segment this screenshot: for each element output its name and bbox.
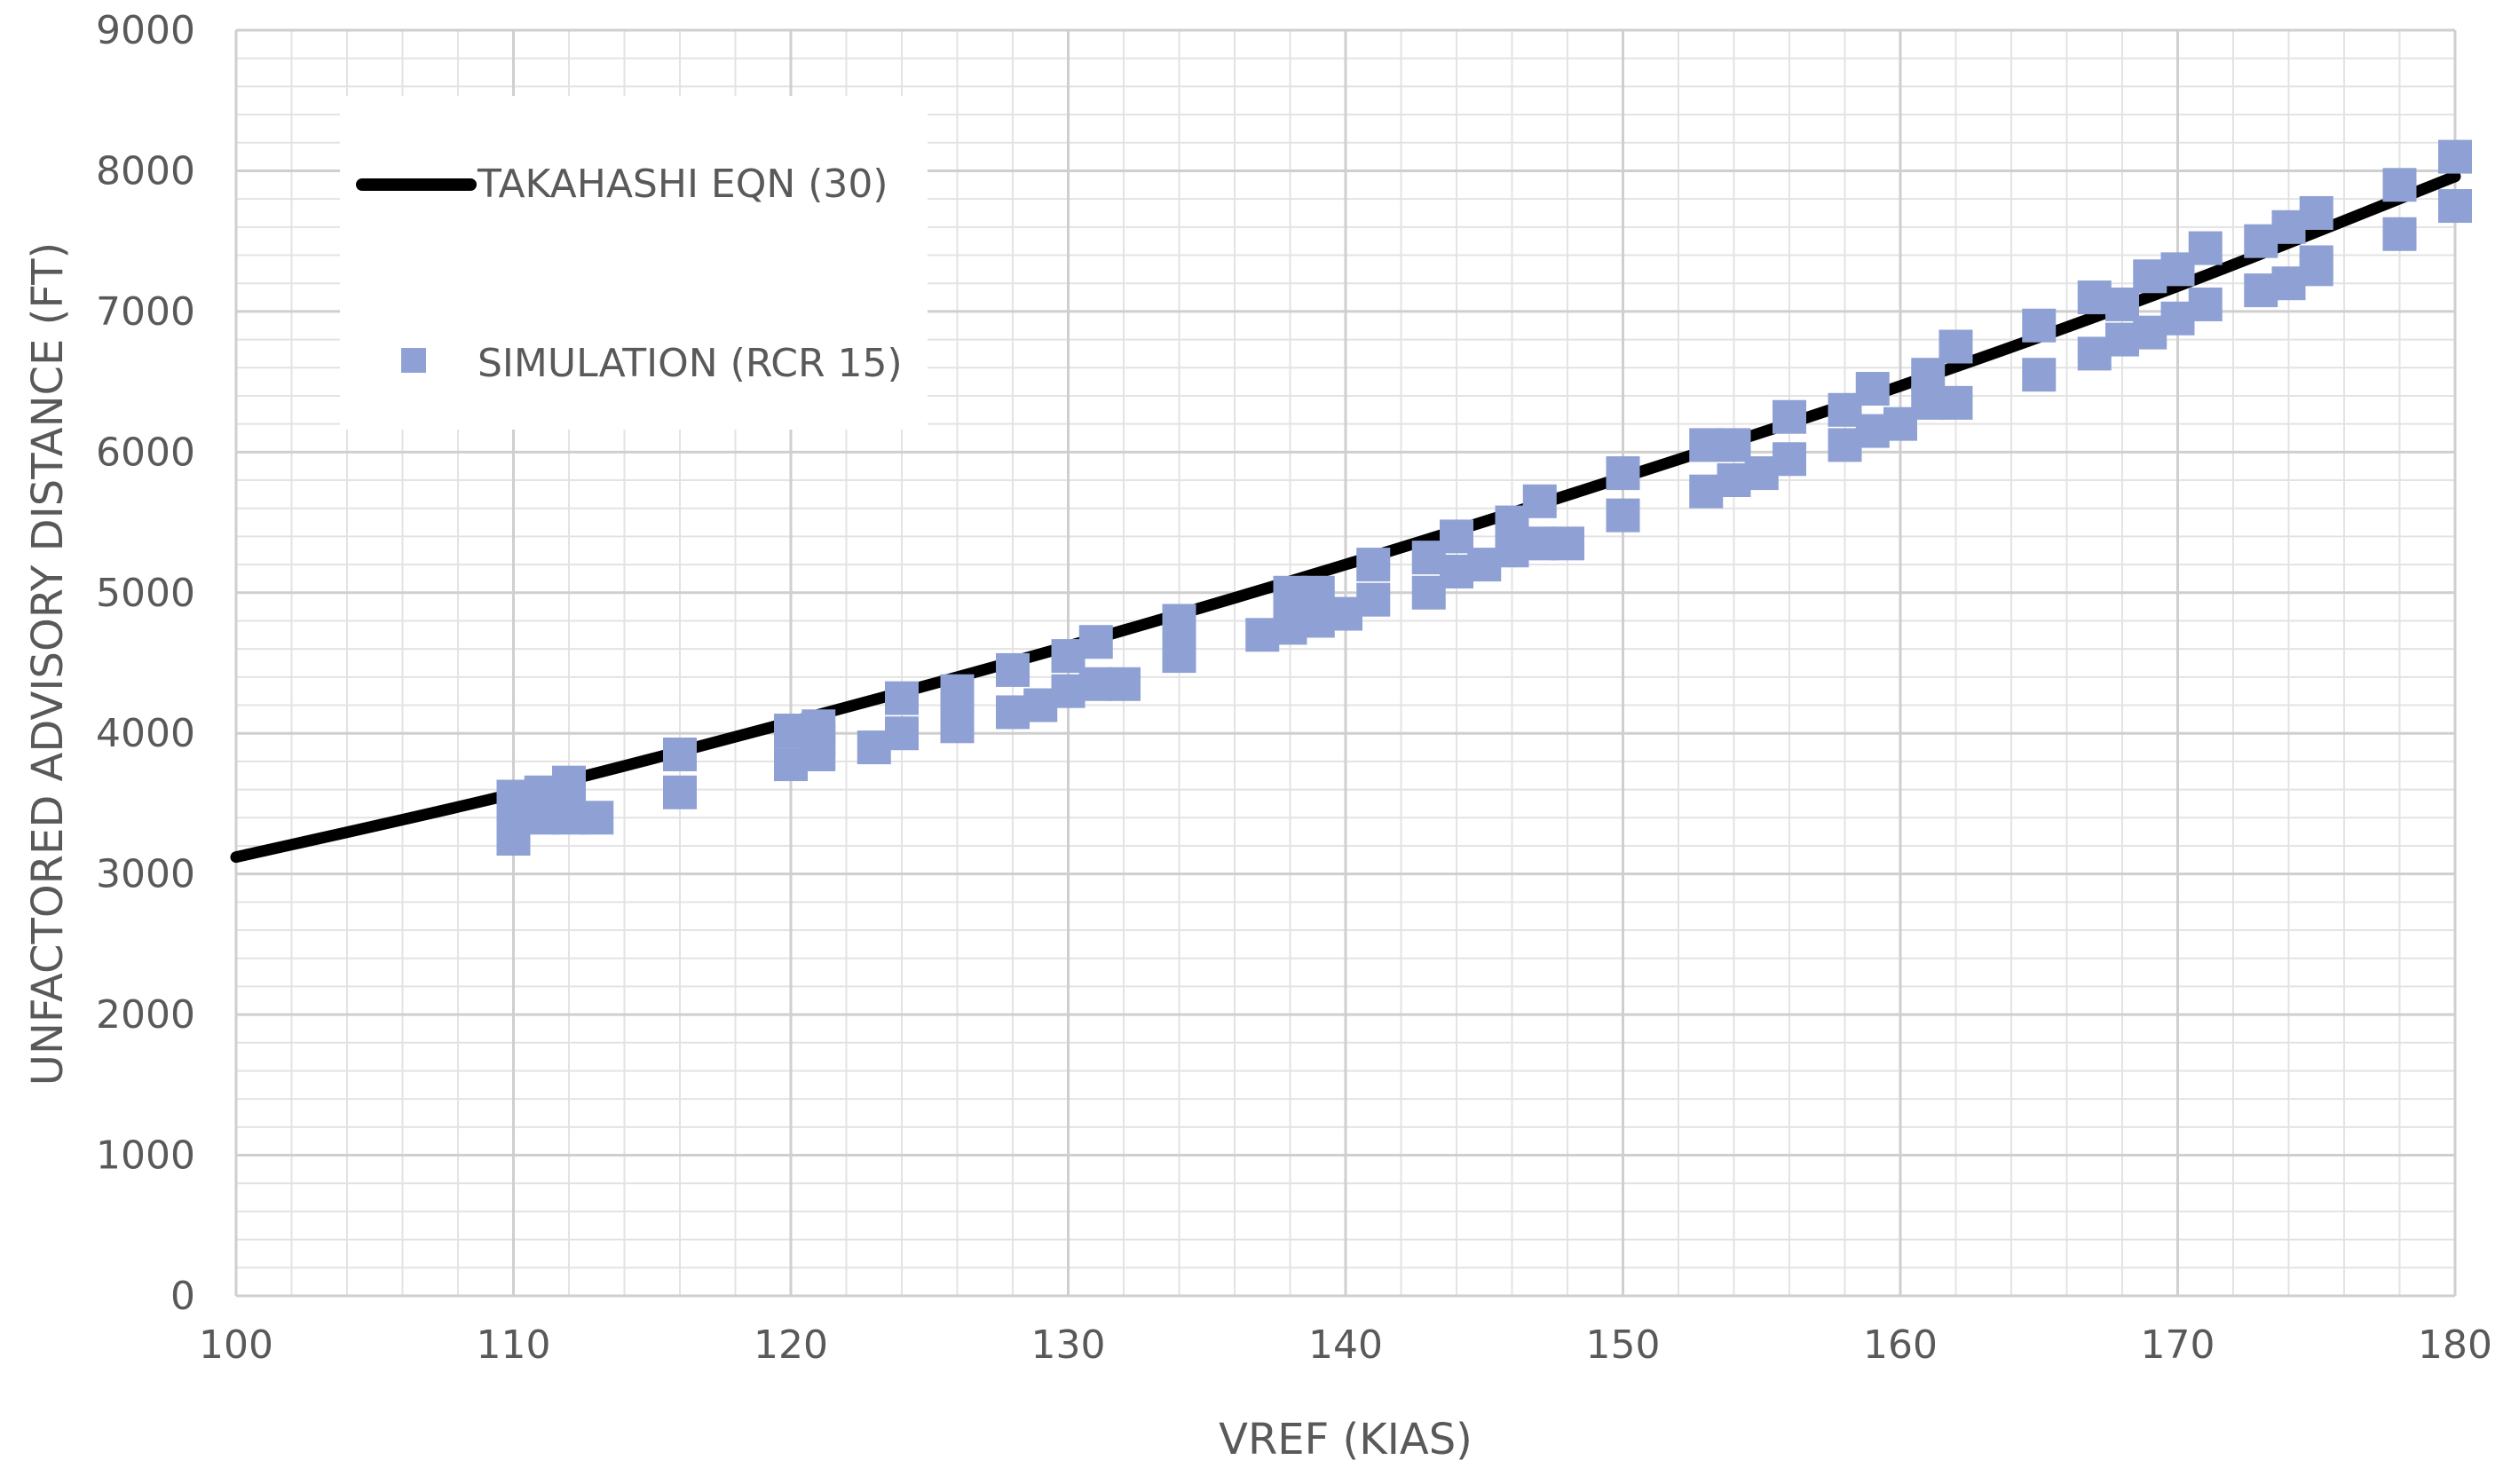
x-tick-label: 130	[1031, 1322, 1106, 1368]
simulation-point	[2382, 168, 2417, 202]
legend-label-simulation: SIMULATION (RCR 15)	[478, 341, 903, 386]
simulation-point	[1773, 399, 1806, 434]
simulation-point	[1356, 548, 1391, 582]
simulation-point	[885, 681, 919, 715]
y-axis-title: UNFACTORED ADVISORY DISTANCE (FT)	[23, 242, 73, 1085]
simulation-point	[2382, 217, 2417, 251]
takahashi-line-series	[230, 170, 2461, 864]
y-tick-label: 5000	[96, 571, 195, 616]
simulation-point	[1551, 526, 1584, 561]
simulation-point	[1440, 519, 1473, 554]
legend-label-takahashi: TAKAHASHI EQN (30)	[477, 162, 888, 207]
simulation-point	[996, 652, 1030, 687]
x-axis-tick-labels: 100 110 120 130 140 150 160 170 180	[199, 1322, 2492, 1368]
x-tick-label: 170	[2141, 1322, 2215, 1368]
y-tick-label: 2000	[96, 992, 195, 1038]
simulation-point	[1162, 639, 1196, 674]
simulation-point	[2105, 287, 2139, 321]
simulation-point	[2022, 308, 2057, 343]
simulation-point	[801, 737, 836, 771]
simulation-point	[552, 765, 586, 800]
x-tick-label: 160	[1863, 1322, 1938, 1368]
simulation-point	[885, 716, 919, 751]
simulation-point	[2188, 231, 2223, 265]
simulation-point	[940, 709, 975, 744]
x-tick-label: 180	[2418, 1322, 2492, 1368]
simulation-point	[2299, 252, 2333, 287]
simulation-point	[2438, 139, 2472, 174]
simulation-point	[1078, 625, 1113, 659]
simulation-point	[580, 801, 614, 835]
simulation-point	[1773, 442, 1806, 477]
simulation-point	[1855, 372, 1890, 407]
takahashi-line	[230, 170, 2461, 864]
simulation-point	[1522, 484, 1557, 518]
legend-box	[340, 96, 928, 430]
y-tick-label: 4000	[96, 711, 195, 756]
x-axis-title: VREF (KIAS)	[1219, 1415, 1473, 1464]
y-tick-label: 3000	[96, 852, 195, 897]
simulation-point	[1938, 329, 1973, 364]
legend: TAKAHASHI EQN (30) SIMULATION (RCR 15)	[340, 96, 928, 430]
simulation-point	[1938, 385, 1973, 420]
simulation-point	[1606, 456, 1640, 491]
simulation-point	[1107, 667, 1141, 701]
simulation-point	[1717, 428, 1751, 462]
simulation-point	[663, 737, 697, 771]
simulation-point	[2022, 358, 2057, 392]
x-tick-label: 120	[754, 1322, 828, 1368]
x-tick-label: 110	[477, 1322, 551, 1368]
x-tick-label: 100	[199, 1322, 273, 1368]
y-tick-label: 8000	[96, 148, 195, 193]
y-axis-tick-labels: 0 1000 2000 3000 4000 5000 6000 7000 8000 9000	[96, 8, 195, 1319]
simulation-point	[2438, 189, 2472, 224]
simulation-point	[2299, 195, 2333, 230]
simulation-point	[1356, 582, 1391, 617]
y-tick-label: 6000	[96, 430, 195, 475]
y-tick-label: 7000	[96, 289, 195, 335]
simulation-point-series	[496, 139, 2472, 856]
y-tick-label: 1000	[96, 1133, 195, 1179]
simulation-point	[663, 775, 697, 809]
y-tick-label: 0	[170, 1274, 195, 1319]
y-tick-label: 9000	[96, 8, 195, 53]
simulation-point	[1606, 498, 1640, 533]
simulation-point	[1911, 358, 1946, 392]
x-tick-label: 140	[1308, 1322, 1383, 1368]
legend-marker-swatch	[401, 348, 426, 373]
x-tick-label: 150	[1586, 1322, 1661, 1368]
simulation-point	[2188, 287, 2223, 321]
